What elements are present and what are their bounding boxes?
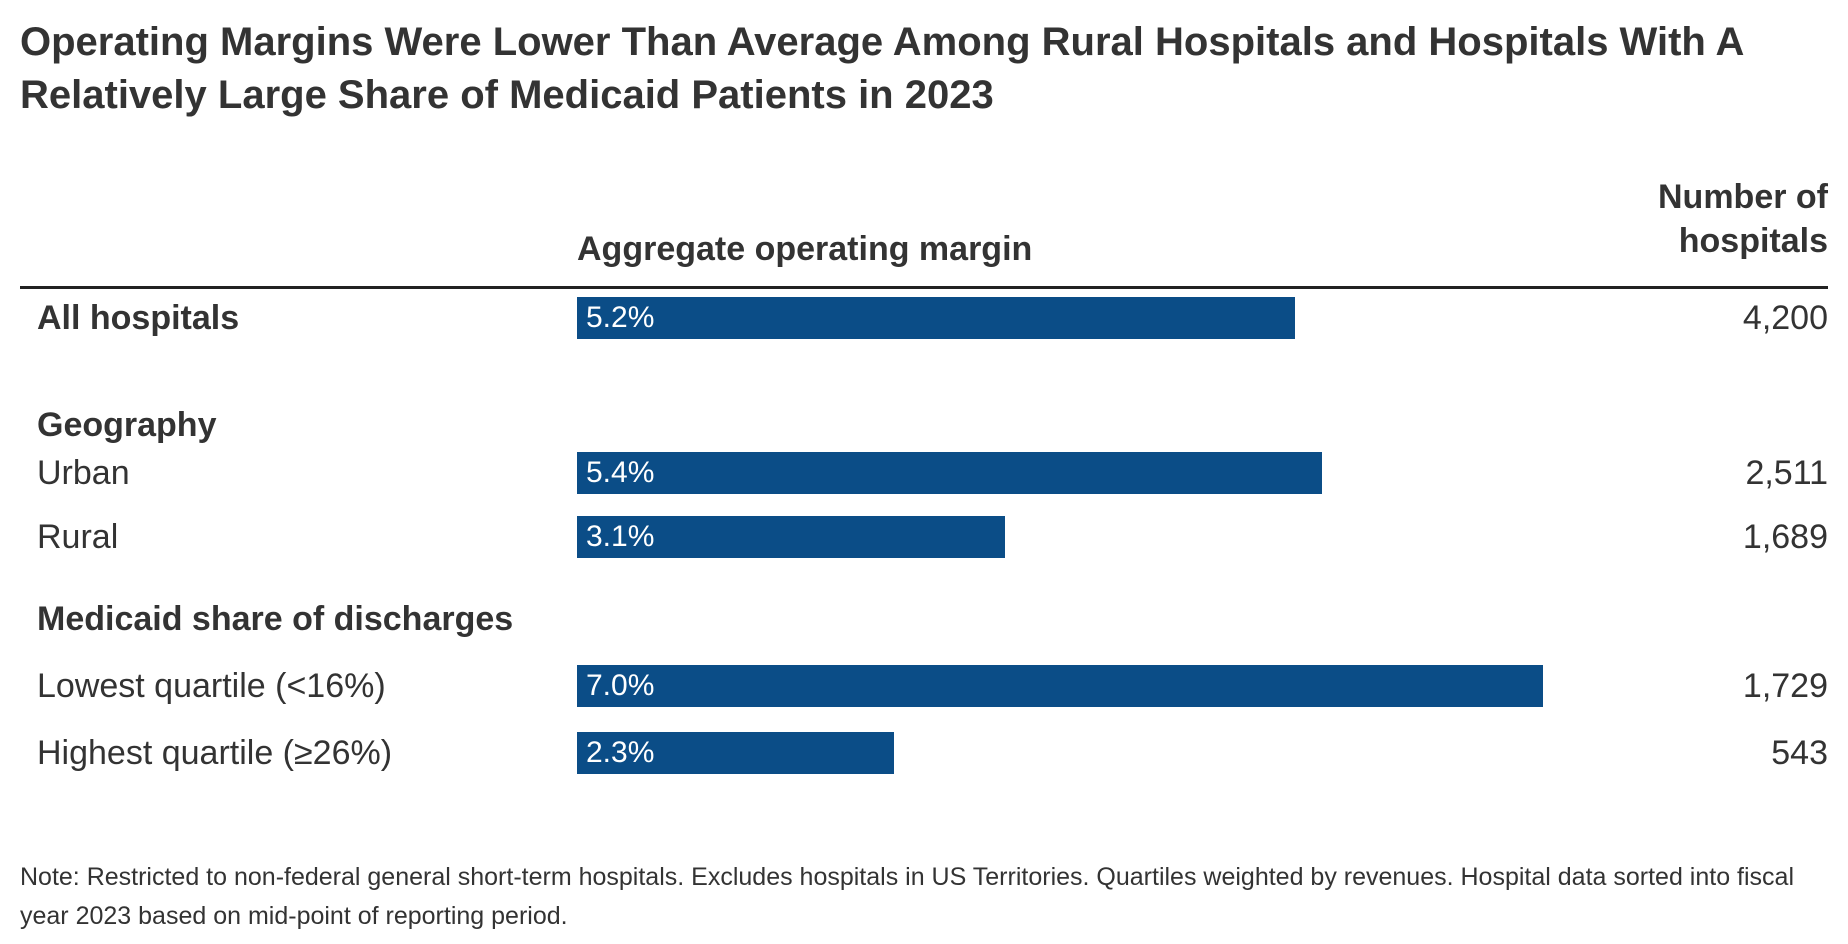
bar-value-label: 3.1% [586,520,655,553]
hospital-count-lowest-quartile-16: 1,729 [1742,666,1828,705]
bar-rural: 3.1% [577,516,1005,558]
row-label-highest-quartile-26: Highest quartile (≥26%) [37,733,393,772]
column-header-number-of-hospitals: Number of hospitals [1658,178,1828,260]
chart-title: Operating Margins Were Lower Than Averag… [20,20,1743,117]
hospital-count-all-hospitals: 4,200 [1742,298,1828,337]
section-header-geography: Geography [37,405,217,444]
bar-value-label: 2.3% [586,736,655,769]
column-header-aggregate-operating-margin: Aggregate operating margin [577,230,1033,268]
section-header-medicaid-share-of-discharges: Medicaid share of discharges [37,599,514,638]
row-label-lowest-quartile-16: Lowest quartile (<16%) [37,666,386,705]
row-label-urban: Urban [37,453,130,492]
note-text: Note: Restricted to non-federal general … [20,863,1795,930]
bar-value-label: 7.0% [586,669,655,702]
bar-value-label: 5.4% [586,456,655,489]
bar-lowest-quartile-16: 7.0% [577,665,1543,707]
row-label-rural: Rural [37,517,119,556]
bar-value-label: 5.2% [586,301,655,334]
bar-all-hospitals: 5.2% [577,297,1295,339]
header-divider [20,286,1828,289]
bar-highest-quartile-26: 2.3% [577,732,894,774]
bar-urban: 5.4% [577,452,1322,494]
hospital-count-highest-quartile-26: 543 [1771,733,1828,772]
hospital-count-urban: 2,511 [1745,453,1828,492]
hospital-count-rural: 1,689 [1742,517,1828,556]
row-label-all-hospitals: All hospitals [37,298,240,337]
